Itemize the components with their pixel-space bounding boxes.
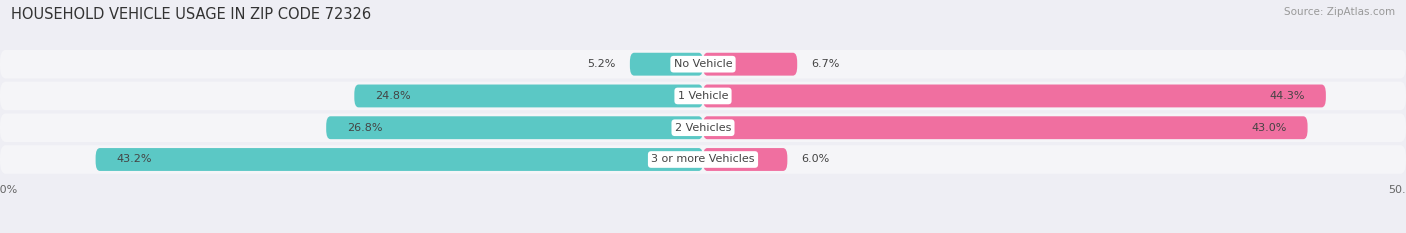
- FancyBboxPatch shape: [703, 53, 797, 76]
- Text: 5.2%: 5.2%: [588, 59, 616, 69]
- FancyBboxPatch shape: [354, 85, 703, 107]
- Text: 43.2%: 43.2%: [117, 154, 152, 164]
- Text: 24.8%: 24.8%: [375, 91, 411, 101]
- FancyBboxPatch shape: [703, 148, 787, 171]
- FancyBboxPatch shape: [96, 148, 703, 171]
- Text: 43.0%: 43.0%: [1251, 123, 1286, 133]
- Text: 44.3%: 44.3%: [1270, 91, 1305, 101]
- FancyBboxPatch shape: [0, 50, 1406, 79]
- Text: Source: ZipAtlas.com: Source: ZipAtlas.com: [1284, 7, 1395, 17]
- FancyBboxPatch shape: [326, 116, 703, 139]
- Text: 2 Vehicles: 2 Vehicles: [675, 123, 731, 133]
- Legend: Owner-occupied, Renter-occupied: Owner-occupied, Renter-occupied: [588, 230, 818, 233]
- FancyBboxPatch shape: [630, 53, 703, 76]
- FancyBboxPatch shape: [0, 145, 1406, 174]
- Text: 1 Vehicle: 1 Vehicle: [678, 91, 728, 101]
- Text: No Vehicle: No Vehicle: [673, 59, 733, 69]
- Text: 6.7%: 6.7%: [811, 59, 839, 69]
- FancyBboxPatch shape: [703, 85, 1326, 107]
- Text: 3 or more Vehicles: 3 or more Vehicles: [651, 154, 755, 164]
- FancyBboxPatch shape: [0, 82, 1406, 110]
- FancyBboxPatch shape: [703, 116, 1308, 139]
- Text: 26.8%: 26.8%: [347, 123, 382, 133]
- Text: HOUSEHOLD VEHICLE USAGE IN ZIP CODE 72326: HOUSEHOLD VEHICLE USAGE IN ZIP CODE 7232…: [11, 7, 371, 22]
- FancyBboxPatch shape: [0, 113, 1406, 142]
- Text: 6.0%: 6.0%: [801, 154, 830, 164]
